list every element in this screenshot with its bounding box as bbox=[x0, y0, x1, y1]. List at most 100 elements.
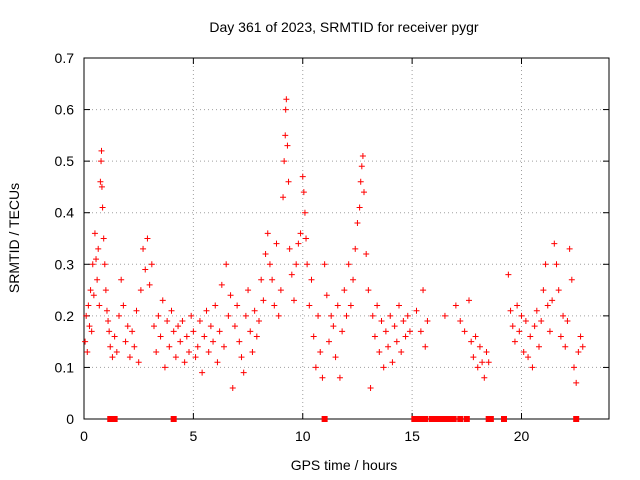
data-point bbox=[214, 359, 221, 366]
data-point bbox=[300, 189, 307, 196]
zero-markers bbox=[107, 416, 580, 422]
data-point bbox=[549, 297, 556, 304]
data-point bbox=[293, 261, 300, 268]
data-point bbox=[234, 302, 241, 309]
data-point bbox=[291, 297, 297, 304]
data-point bbox=[317, 348, 324, 355]
zero-marker bbox=[422, 416, 429, 422]
data-point bbox=[304, 261, 311, 268]
data-point bbox=[98, 147, 105, 154]
data-point bbox=[105, 318, 112, 325]
data-point bbox=[231, 323, 238, 330]
data-point bbox=[159, 297, 166, 304]
x-tick-label: 10 bbox=[295, 428, 311, 444]
data-point bbox=[511, 338, 518, 345]
data-point bbox=[323, 292, 330, 299]
data-point bbox=[571, 364, 577, 371]
data-point bbox=[387, 312, 394, 319]
data-point bbox=[181, 359, 188, 366]
data-point bbox=[312, 364, 319, 371]
data-point bbox=[99, 204, 106, 211]
data-point bbox=[339, 328, 346, 335]
data-point bbox=[240, 369, 247, 376]
data-point bbox=[283, 96, 290, 103]
data-point bbox=[566, 245, 573, 252]
data-point bbox=[286, 245, 293, 252]
data-point bbox=[124, 323, 131, 330]
data-point bbox=[273, 240, 280, 247]
grid-lines bbox=[84, 58, 609, 419]
data-point bbox=[417, 328, 424, 335]
data-point bbox=[328, 312, 335, 319]
data-point bbox=[321, 261, 328, 268]
data-point bbox=[505, 271, 512, 278]
data-point bbox=[358, 163, 365, 170]
data-point bbox=[540, 287, 547, 294]
data-point bbox=[109, 354, 116, 361]
data-point bbox=[310, 333, 317, 340]
data-point bbox=[573, 379, 580, 386]
data-point bbox=[183, 333, 190, 340]
y-axis-label: SRMTID / TECUs bbox=[6, 183, 22, 293]
data-point bbox=[345, 261, 352, 268]
data-point bbox=[262, 250, 269, 257]
data-point bbox=[282, 106, 289, 113]
data-point bbox=[179, 318, 186, 325]
data-point bbox=[357, 178, 364, 185]
data-point bbox=[516, 328, 523, 335]
data-point bbox=[140, 245, 147, 252]
data-point bbox=[470, 354, 477, 361]
data-point bbox=[285, 178, 292, 185]
data-point bbox=[94, 276, 101, 283]
data-point bbox=[525, 354, 532, 361]
data-point bbox=[137, 287, 144, 294]
axis-ticks: 0 0.1 0.2 0.3 0.4 0.5 0.6 0.7 0 5 10 15 20 bbox=[55, 50, 609, 444]
data-point bbox=[101, 261, 108, 268]
data-point bbox=[120, 302, 127, 309]
data-point bbox=[90, 292, 97, 299]
data-point bbox=[227, 292, 234, 299]
zero-marker bbox=[457, 416, 464, 422]
data-point bbox=[363, 250, 370, 257]
data-point bbox=[247, 328, 254, 335]
data-point bbox=[133, 307, 140, 314]
data-point bbox=[221, 343, 227, 350]
data-point bbox=[326, 338, 332, 345]
data-point bbox=[350, 276, 357, 283]
data-point bbox=[376, 348, 383, 355]
data-point bbox=[98, 183, 105, 190]
zero-marker bbox=[446, 416, 453, 422]
y-tick-label: 0.6 bbox=[55, 102, 75, 118]
data-point bbox=[106, 328, 113, 335]
data-point bbox=[319, 374, 326, 381]
data-point bbox=[253, 333, 260, 340]
zero-marker bbox=[463, 416, 470, 422]
data-point bbox=[118, 276, 125, 283]
zero-marker bbox=[321, 416, 328, 422]
data-point bbox=[177, 338, 184, 345]
data-point bbox=[284, 142, 291, 149]
data-point bbox=[280, 194, 287, 201]
data-point bbox=[251, 307, 258, 314]
data-point bbox=[295, 240, 302, 247]
data-point bbox=[96, 302, 103, 309]
data-point bbox=[483, 348, 490, 355]
data-point bbox=[111, 333, 118, 340]
zero-marker bbox=[487, 416, 494, 422]
data-point bbox=[82, 338, 89, 345]
data-point bbox=[365, 287, 372, 294]
x-tick-label: 0 bbox=[80, 428, 88, 444]
x-tick-label: 20 bbox=[514, 428, 530, 444]
data-point bbox=[210, 338, 217, 345]
data-point bbox=[190, 328, 197, 335]
data-point bbox=[461, 328, 468, 335]
y-tick-label: 0.5 bbox=[55, 153, 75, 169]
data-point bbox=[93, 256, 100, 263]
data-point bbox=[155, 312, 162, 319]
data-point bbox=[509, 323, 516, 330]
data-point bbox=[97, 178, 104, 185]
data-point bbox=[474, 364, 481, 371]
zero-marker bbox=[437, 416, 444, 422]
data-point bbox=[538, 318, 545, 325]
